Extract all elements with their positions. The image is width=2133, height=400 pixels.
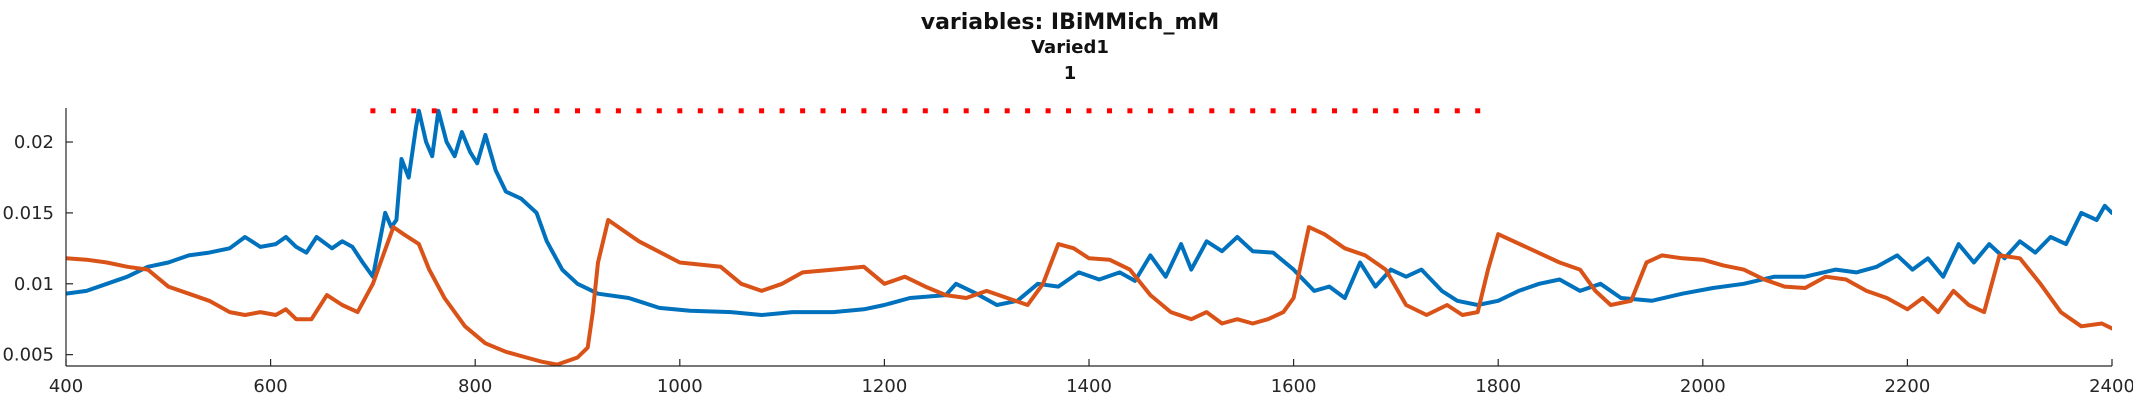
marker-dot bbox=[1127, 108, 1133, 114]
marker-dot bbox=[1352, 108, 1358, 114]
marker-dot bbox=[534, 108, 540, 114]
marker-dot bbox=[861, 108, 867, 114]
y-tick-label: 0.015 bbox=[2, 203, 54, 224]
marker-dot bbox=[1107, 108, 1112, 114]
x-tick-label: 1800 bbox=[1475, 376, 1521, 397]
x-tick-label: 600 bbox=[253, 376, 287, 397]
marker-dot bbox=[575, 108, 580, 114]
marker-dot bbox=[1025, 108, 1031, 114]
marker-dot bbox=[1188, 108, 1194, 114]
x-tick-label: 2000 bbox=[1680, 376, 1726, 397]
marker-dot bbox=[1413, 108, 1419, 114]
marker-dot bbox=[452, 108, 458, 114]
marker-dot bbox=[1209, 108, 1215, 114]
marker-dot bbox=[513, 108, 519, 114]
marker-dot bbox=[677, 108, 683, 114]
marker-dot bbox=[656, 108, 662, 114]
marker-dot bbox=[1454, 108, 1460, 114]
marker-dot bbox=[493, 108, 499, 114]
marker-dot bbox=[1147, 108, 1153, 114]
marker-dot bbox=[390, 108, 396, 114]
marker-dot bbox=[1250, 108, 1256, 114]
marker-dot bbox=[759, 108, 765, 114]
marker-dot bbox=[1045, 108, 1051, 114]
series-line-1 bbox=[66, 108, 2112, 317]
marker-dot bbox=[697, 108, 703, 114]
marker-dot bbox=[922, 108, 928, 114]
chart-subtitle-2: 1 bbox=[1064, 63, 1077, 84]
marker-dot bbox=[881, 108, 887, 114]
x-tick-label: 2200 bbox=[1884, 376, 1930, 397]
marker-dot bbox=[1229, 108, 1235, 114]
x-axis-ticks: 400 600 800 1000 1200 1400 1600 1800 2000 2200 240… bbox=[49, 359, 2133, 397]
marker-dot bbox=[411, 108, 417, 114]
marker-dot bbox=[472, 108, 478, 114]
marker-dot bbox=[431, 108, 437, 114]
marker-dot bbox=[902, 108, 908, 114]
marker-dot bbox=[1291, 108, 1297, 114]
marker-dot bbox=[963, 108, 969, 114]
plot-lines bbox=[66, 108, 2112, 366]
marker-dot bbox=[820, 108, 826, 114]
marker-dot bbox=[1372, 108, 1378, 114]
marker-dot bbox=[984, 108, 990, 114]
marker-dot bbox=[1270, 108, 1276, 114]
x-tick-label: 800 bbox=[458, 376, 492, 397]
y-tick-label: 0.01 bbox=[14, 274, 54, 295]
y-tick-label: 0.02 bbox=[14, 132, 54, 153]
chart-title: variables: IBiMMich_mM bbox=[921, 10, 1220, 35]
marker-dot bbox=[1393, 108, 1399, 114]
y-tick-label: 0.005 bbox=[2, 345, 54, 366]
marker-dot bbox=[1475, 108, 1481, 114]
marker-dot bbox=[615, 108, 621, 114]
marker-dot bbox=[943, 108, 949, 114]
marker-dot bbox=[1004, 108, 1010, 114]
chart-subtitle: Varied1 bbox=[1031, 37, 1109, 58]
x-tick-label: 400 bbox=[49, 376, 83, 397]
marker-dot bbox=[841, 108, 846, 114]
x-tick-label: 1400 bbox=[1066, 376, 1112, 397]
marker-dot bbox=[1434, 108, 1440, 114]
marker-dot bbox=[718, 108, 724, 114]
x-tick-label: 1200 bbox=[861, 376, 907, 397]
x-tick-label: 1600 bbox=[1271, 376, 1317, 397]
marker-dot bbox=[1168, 108, 1174, 114]
marker-dot bbox=[1066, 108, 1071, 114]
marker-dot bbox=[779, 108, 785, 114]
marker-dot bbox=[1086, 108, 1092, 114]
marker-dot bbox=[370, 108, 376, 114]
marker-dot bbox=[636, 108, 642, 114]
marker-dot bbox=[1311, 108, 1317, 114]
marker-dot bbox=[595, 108, 601, 114]
marker-dot bbox=[800, 108, 806, 114]
x-tick-label: 1000 bbox=[657, 376, 703, 397]
marker-dot bbox=[554, 108, 560, 114]
series-line-2 bbox=[66, 218, 2112, 366]
marker-dots bbox=[370, 108, 1481, 114]
marker-dot bbox=[738, 108, 744, 114]
marker-dot bbox=[1332, 108, 1337, 114]
y-axis-ticks: 0.005 0.01 0.015 0.02 bbox=[2, 132, 73, 366]
x-tick-label: 2400 bbox=[2089, 376, 2133, 397]
